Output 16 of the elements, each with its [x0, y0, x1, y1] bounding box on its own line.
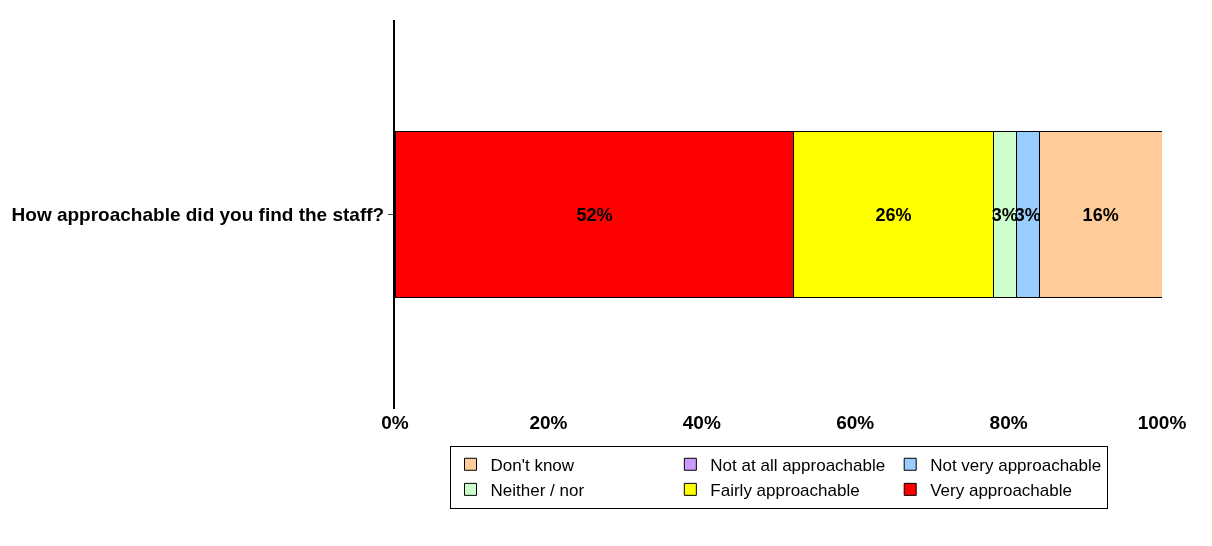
legend-label: Neither / nor: [490, 481, 585, 500]
x-tick-label: 40%: [682, 412, 721, 433]
data-label: 26%: [875, 204, 912, 225]
legend-label: Not very approachable: [930, 455, 1102, 475]
legend-label: Not at all approachable: [710, 455, 886, 475]
x-tick-label: 100%: [1137, 412, 1187, 433]
data-label: 52%: [576, 204, 613, 225]
x-tick-label: 60%: [836, 412, 875, 433]
y-tick-label: How approachable did you find the staff?: [11, 204, 385, 226]
legend-label: Don't know: [490, 455, 575, 475]
data-label: 16%: [1082, 204, 1119, 225]
x-tick-label: 20%: [529, 412, 568, 433]
legend-label: Fairly approachable: [710, 481, 860, 500]
x-tick-label: 0%: [381, 412, 409, 433]
legend-label: Very approachable: [930, 481, 1072, 500]
x-tick-label: 80%: [989, 412, 1028, 433]
